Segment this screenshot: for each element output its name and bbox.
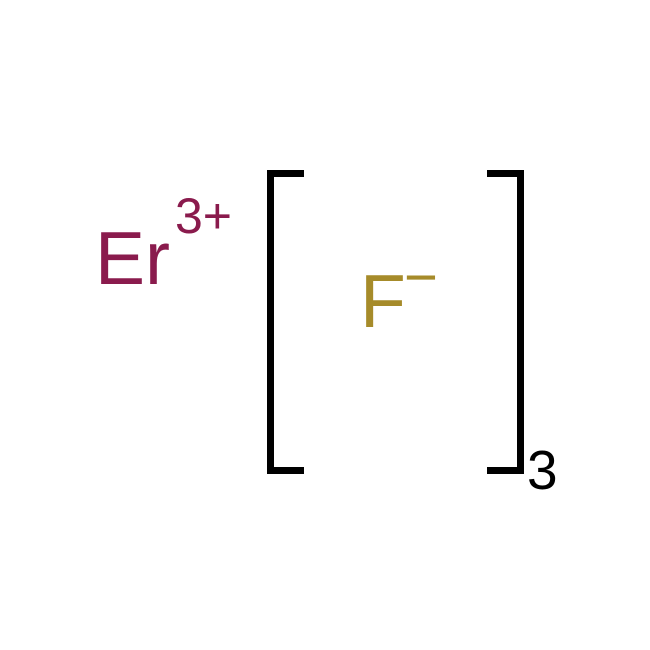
bracket-left [267, 170, 304, 474]
chemical-formula-diagram: Er 3+ F − 3 [0, 0, 650, 650]
anion-element-symbol: F [360, 259, 406, 343]
cation-element-symbol: Er [95, 216, 170, 300]
bracket-right [487, 170, 524, 474]
cation-erbium: Er 3+ [95, 215, 170, 301]
anion-fluoride: F − [360, 258, 406, 344]
cation-charge: 3+ [175, 187, 232, 245]
stoichiometric-subscript: 3 [527, 438, 558, 502]
anion-charge-minus: − [404, 244, 438, 311]
